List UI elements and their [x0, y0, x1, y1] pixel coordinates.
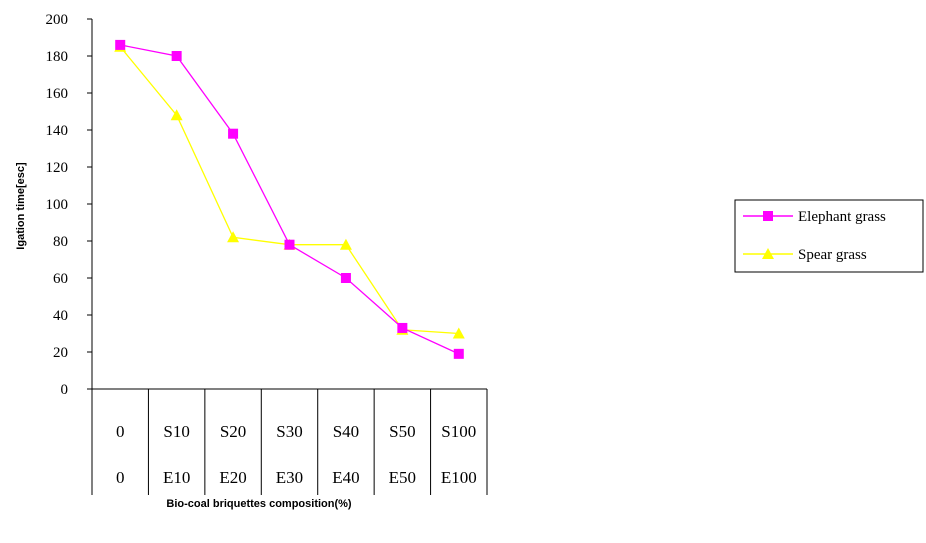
x-axis-title: Bio-coal briquettes composition(%) [166, 498, 352, 510]
y-tick-label: 140 [46, 123, 69, 139]
category-label-row1: S30 [276, 422, 302, 441]
data-point [452, 327, 465, 339]
category-label-row2: E10 [163, 468, 190, 487]
y-tick-label: 100 [46, 197, 69, 213]
category-label-row2: E40 [332, 468, 359, 487]
series-layer [114, 39, 465, 359]
y-axis-ticks: 0 20 40 60 80 100 120 140 160 180 200 [46, 12, 92, 398]
legend: Elephant grass Spear grass [734, 199, 924, 273]
category-label-row1: S50 [389, 422, 415, 441]
data-point [397, 322, 408, 333]
legend-marker [762, 248, 774, 259]
legend-marker [763, 211, 773, 221]
category-label-row1: 0 [116, 422, 125, 441]
data-point [227, 231, 240, 243]
data-point [453, 348, 464, 359]
legend-item: Spear grass [743, 247, 867, 263]
data-point [170, 109, 183, 121]
legend-item: Elephant grass [743, 209, 886, 225]
data-point [340, 273, 351, 283]
category-label-row2: E20 [219, 468, 246, 487]
y-tick-label: 200 [46, 12, 69, 28]
series-line [119, 46, 459, 335]
y-tick-label: 40 [53, 308, 68, 324]
data-point [115, 39, 126, 50]
category-label-row1: S10 [163, 422, 189, 441]
y-tick-label: 60 [53, 271, 68, 287]
y-tick-label: 0 [61, 382, 69, 398]
category-label-row1: S20 [220, 422, 246, 441]
y-tick-label: 160 [46, 86, 69, 102]
category-label-row2: E50 [389, 468, 416, 487]
category-label-row1: S40 [333, 422, 359, 441]
y-tick-label: 20 [53, 345, 68, 361]
y-tick-label: 80 [53, 234, 68, 250]
legend-label: Elephant grass [798, 209, 886, 225]
series-square [115, 39, 464, 359]
y-tick-label: 120 [46, 160, 69, 176]
data-point [228, 128, 239, 139]
data-point [171, 51, 182, 61]
data-point [284, 239, 295, 250]
y-axis-title: Igation time[esc] [15, 162, 27, 250]
series-triangle [114, 40, 465, 339]
legend-label: Spear grass [798, 247, 867, 263]
category-axis-table: 0 S10 S20 S30 S40 S50 S100 0 E10 E20 E30 E40 E50 E100 [91, 389, 488, 495]
data-point [339, 238, 352, 250]
category-label-row2: 0 [116, 468, 125, 487]
series-line [120, 44, 460, 355]
y-tick-label: 180 [46, 49, 69, 65]
category-label-row2: E30 [276, 468, 303, 487]
category-label-row2: E100 [441, 468, 477, 487]
category-label-row1: S100 [441, 422, 476, 441]
